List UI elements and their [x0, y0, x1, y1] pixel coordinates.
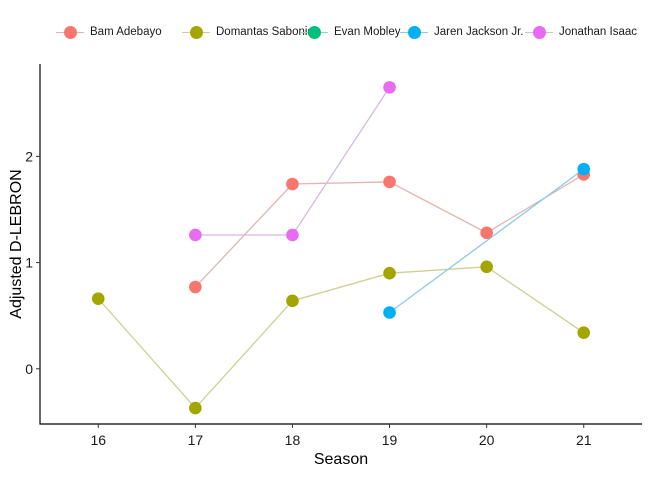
data-point-domantas-sabonis — [480, 260, 493, 274]
x-tick-label: 18 — [285, 432, 301, 448]
series-points — [91, 81, 591, 415]
legend-label: Domantas Sabonis — [216, 26, 314, 38]
data-point-domantas-sabonis — [286, 294, 299, 308]
x-tick-label: 17 — [188, 432, 204, 448]
legend-key-evan-mobley — [300, 22, 328, 42]
x-axis-title: Season — [314, 451, 368, 468]
data-point-domantas-sabonis — [383, 266, 396, 280]
data-point-domantas-sabonis — [577, 326, 591, 339]
legend-label: Evan Mobley — [334, 26, 401, 38]
x-tick-label: 19 — [382, 432, 398, 448]
legend: Bam Adebayo Domantas Sabonis Evan Mobley… — [0, 22, 650, 42]
legend-item-jonathan-isaac: Jonathan Isaac — [525, 22, 637, 42]
data-point-domantas-sabonis — [189, 401, 202, 415]
legend-key-jonathan-isaac — [525, 22, 553, 42]
data-point-domantas-sabonis — [91, 292, 105, 305]
x-ticks: 16 17 18 19 20 21 — [90, 424, 592, 448]
data-point-jonathan-isaac — [286, 228, 299, 242]
x-tick-label: 21 — [576, 432, 592, 448]
x-tick-label: 20 — [479, 432, 495, 448]
series-line-domantas-sabonis — [97, 266, 585, 410]
data-point-jaren-jackson-jr — [577, 162, 591, 176]
data-point-jaren-jackson-jr — [383, 306, 396, 319]
y-tick-label: 1 — [25, 255, 33, 271]
y-tick-label: 2 — [25, 148, 33, 164]
series-line-jonathan-isaac — [195, 87, 391, 236]
data-point-bam-adebayo — [383, 175, 396, 189]
x-tick-label: 16 — [90, 432, 106, 448]
data-point-jonathan-isaac — [189, 228, 202, 242]
data-point-bam-adebayo — [189, 280, 202, 294]
y-ticks: 0 1 2 — [25, 148, 40, 377]
series-line-jaren-jackson-jr — [389, 168, 585, 314]
data-point-bam-adebayo — [286, 177, 299, 191]
legend-label: Bam Adebayo — [90, 26, 162, 38]
legend-key-domantas-sabonis — [182, 22, 210, 42]
legend-item-bam-adebayo: Bam Adebayo — [56, 22, 162, 42]
axes — [39, 64, 642, 425]
y-tick-label: 0 — [25, 361, 33, 377]
legend-label: Jonathan Isaac — [559, 26, 638, 38]
data-point-bam-adebayo — [480, 226, 493, 240]
legend-key-bam-adebayo — [56, 22, 84, 42]
data-point-jonathan-isaac — [383, 81, 396, 94]
legend-item-jaren-jackson-jr: Jaren Jackson Jr. — [400, 22, 523, 42]
legend-item-domantas-sabonis: Domantas Sabonis — [182, 22, 313, 42]
legend-item-evan-mobley: Evan Mobley — [300, 22, 400, 42]
legend-label: Jaren Jackson Jr. — [434, 26, 524, 38]
series-lines — [97, 87, 585, 410]
legend-key-jaren-jackson-jr — [400, 22, 428, 42]
y-axis-title: Adjusted D-LEBRON — [8, 169, 25, 318]
